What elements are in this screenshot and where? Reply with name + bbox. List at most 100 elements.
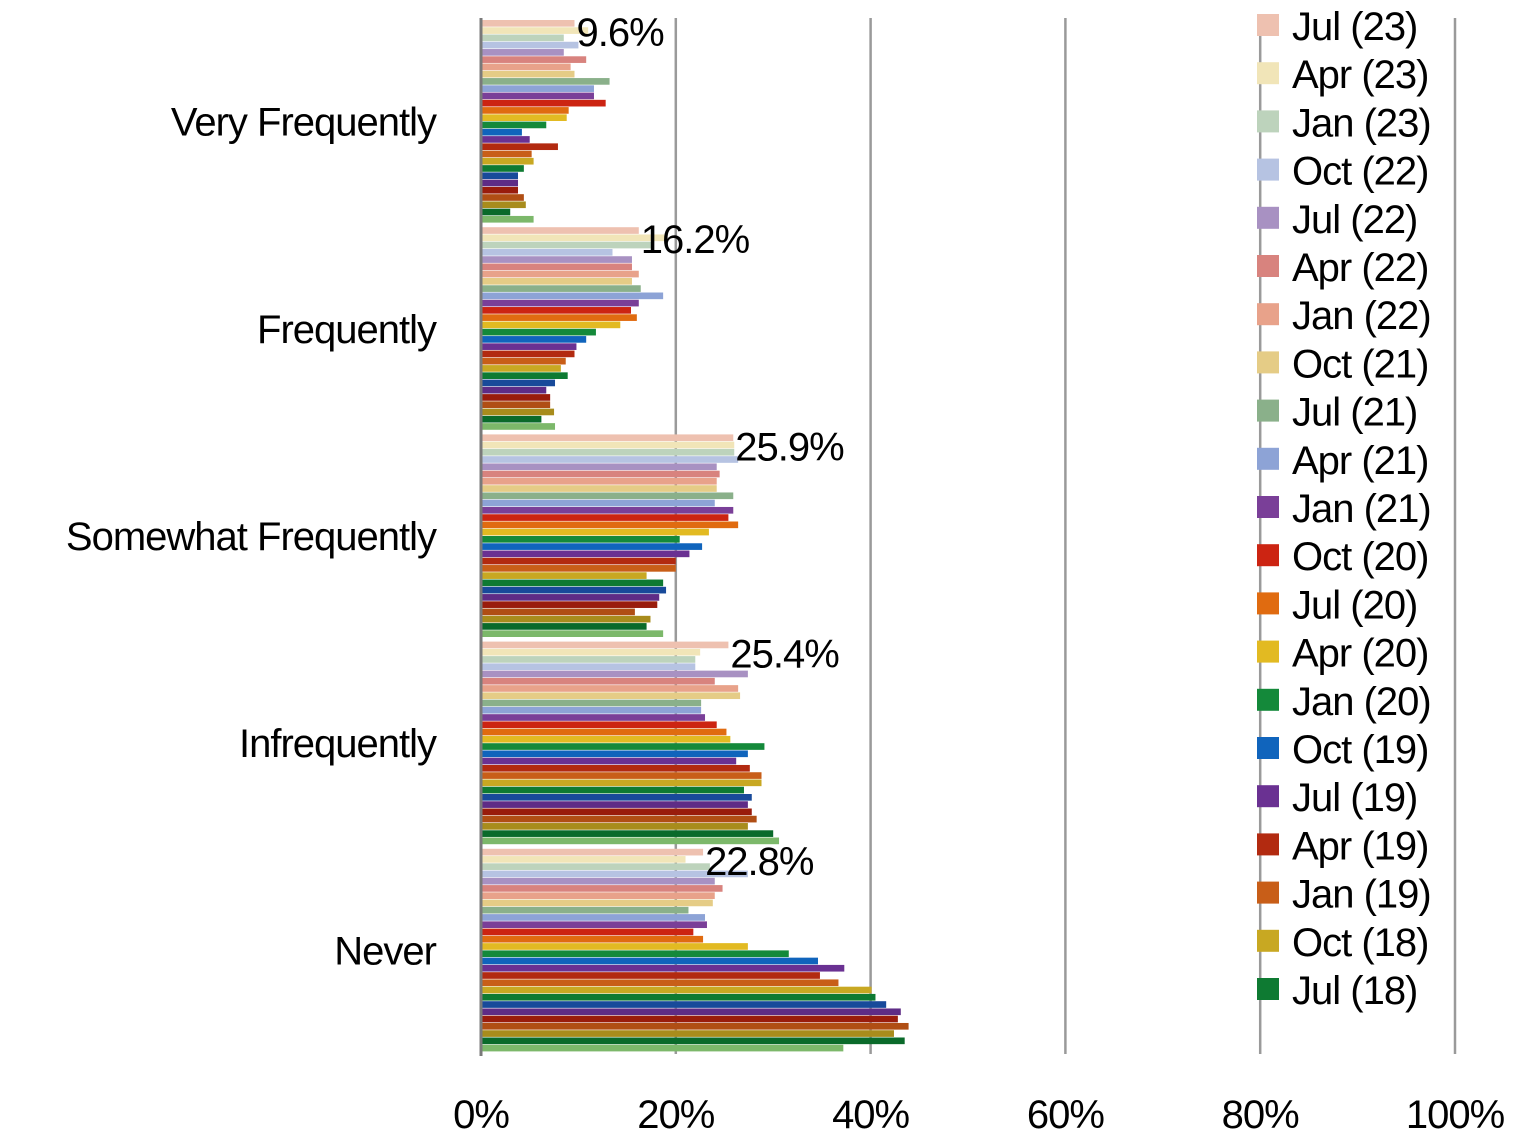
legend-swatch: [1257, 737, 1279, 759]
bar: [481, 70, 575, 78]
bar: [481, 1022, 909, 1030]
bar: [481, 815, 757, 823]
bar: [481, 935, 704, 943]
legend-swatch: [1257, 881, 1279, 904]
bar: [481, 85, 594, 92]
x-tick-label: 80%: [1222, 1093, 1299, 1137]
x-tick-label: 40%: [832, 1093, 909, 1137]
category-label: Somewhat Frequently: [66, 515, 437, 559]
legend-swatch: [1257, 206, 1279, 229]
legend-swatch: [1257, 640, 1279, 663]
legend-swatch: [1257, 14, 1279, 36]
bar: [481, 49, 564, 56]
bar: [481, 63, 571, 71]
bar: [481, 543, 703, 550]
bar: [481, 921, 707, 929]
bar: [481, 234, 667, 242]
bar: [481, 415, 542, 423]
bar: [481, 201, 526, 209]
bar: [481, 837, 780, 845]
legend-swatch: [1257, 496, 1279, 518]
bar: [481, 1015, 898, 1023]
bar: [481, 536, 680, 543]
bar: [481, 830, 774, 837]
bar: [481, 808, 752, 816]
bar: [481, 1044, 844, 1052]
bar: [481, 786, 744, 794]
bar: [481, 343, 577, 350]
legend-label: Apr (20): [1292, 632, 1429, 676]
bar: [481, 986, 872, 994]
bar: [481, 386, 547, 394]
bar: [481, 143, 558, 151]
data-label: 16.2%: [641, 218, 750, 262]
bar: [481, 41, 579, 49]
bar: [481, 906, 689, 914]
bar: [481, 863, 710, 870]
bar: [481, 735, 731, 743]
bar: [481, 336, 587, 343]
data-label: 22.8%: [705, 840, 814, 884]
bar: [481, 263, 632, 271]
bar: [481, 285, 641, 292]
bar: [481, 685, 739, 692]
bar: [481, 794, 752, 801]
bar: [481, 256, 632, 263]
bar: [481, 470, 720, 478]
bar: [481, 150, 532, 158]
legend-swatch: [1257, 544, 1279, 567]
x-tick-label: 100%: [1406, 1093, 1505, 1137]
legend-swatch: [1257, 688, 1279, 711]
bar: [481, 379, 556, 387]
legend-swatch: [1257, 110, 1279, 133]
bar: [481, 950, 789, 958]
bar: [481, 463, 717, 471]
bar: [481, 586, 667, 594]
bar: [481, 743, 765, 750]
category-label: Never: [334, 929, 436, 973]
bar: [481, 34, 564, 42]
category-label: Infrequently: [239, 722, 437, 766]
bar: [481, 365, 561, 372]
bar: [481, 179, 519, 187]
legend-label: Jul (20): [1292, 583, 1417, 627]
bar: [481, 20, 575, 27]
bar: [481, 856, 686, 863]
bar: [481, 528, 709, 536]
bar: [481, 107, 569, 114]
data-label: 25.4%: [730, 633, 839, 677]
legend-label: Apr (23): [1292, 53, 1429, 97]
bar: [481, 764, 750, 772]
legend-label: Apr (19): [1292, 824, 1429, 868]
bar: [481, 492, 734, 500]
bar: [481, 550, 690, 558]
bar: [481, 477, 717, 485]
bar: [481, 993, 876, 1001]
x-tick-label: 0%: [453, 1093, 509, 1137]
bar: [481, 656, 696, 663]
bar: [481, 1030, 894, 1037]
legend-label: Oct (21): [1292, 342, 1428, 386]
bar: [481, 677, 715, 685]
legend-label: Apr (21): [1292, 439, 1429, 483]
bar: [481, 56, 587, 63]
legend-label: Jul (18): [1292, 969, 1417, 1013]
bar: [481, 299, 639, 307]
legend-label: Jan (20): [1292, 680, 1431, 724]
bar: [481, 914, 706, 921]
legend-swatch: [1257, 255, 1279, 277]
legend-label: Jul (23): [1292, 5, 1417, 49]
bar: [481, 623, 647, 630]
bar: [481, 972, 820, 979]
legend-swatch: [1257, 62, 1279, 85]
bar: [481, 641, 729, 649]
bar: [481, 114, 567, 121]
bar: [481, 136, 530, 143]
bar: [481, 186, 519, 194]
bar: [481, 448, 735, 456]
bar: [481, 714, 706, 721]
bar: [481, 121, 547, 129]
bar: [481, 241, 652, 249]
bar: [481, 823, 748, 830]
